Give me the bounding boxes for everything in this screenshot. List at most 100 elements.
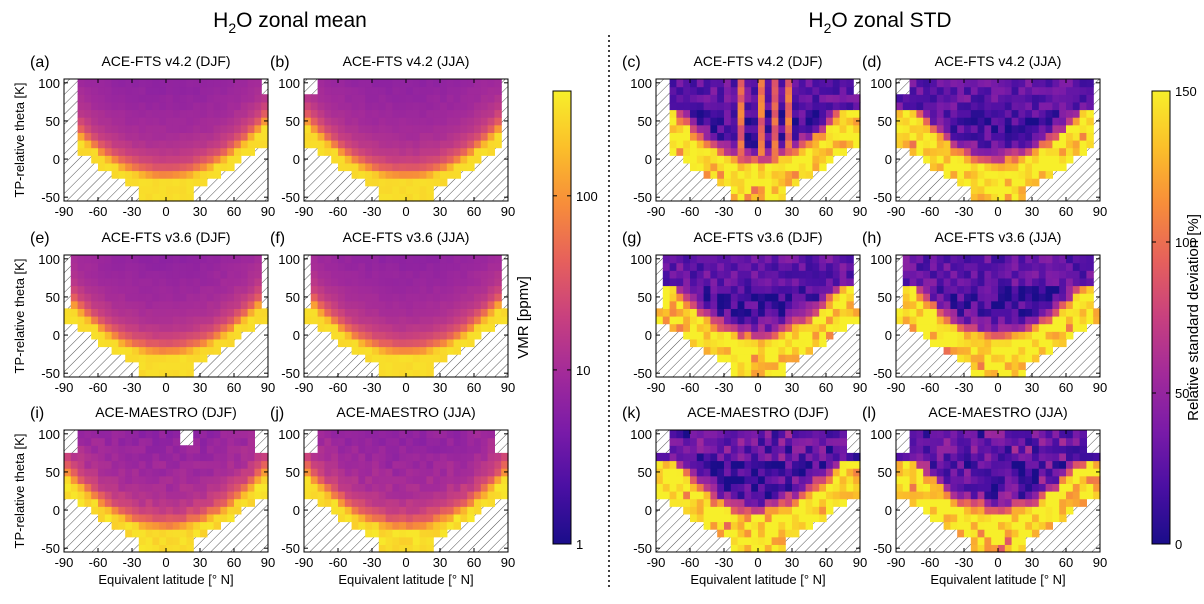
- heatmap-cell: [724, 277, 732, 287]
- heatmap-cell: [1072, 147, 1081, 156]
- heatmap-cell: [453, 445, 461, 454]
- heatmap-cell: [916, 124, 924, 133]
- heatmap-cell: [159, 178, 167, 187]
- heatmap-cell: [261, 101, 269, 111]
- heatmap-cell: [683, 124, 691, 133]
- heatmap-cell: [111, 483, 119, 492]
- heatmap-cell: [730, 109, 739, 118]
- heatmap-cell: [902, 452, 911, 462]
- heatmap-cell: [240, 293, 249, 302]
- heatmap-cell: [378, 255, 387, 264]
- heatmap-cell: [392, 86, 400, 95]
- heatmap-cell: [179, 178, 187, 187]
- heatmap-cell: [1018, 255, 1026, 264]
- heatmap-cell: [474, 437, 482, 446]
- heatmap-cell: [351, 262, 359, 271]
- heatmap-cell: [372, 178, 380, 187]
- heatmap-cell: [358, 521, 366, 530]
- heatmap-cell: [737, 300, 745, 309]
- heatmap-cell: [494, 86, 502, 95]
- heatmap-cell: [819, 262, 827, 271]
- heatmap-cell: [358, 331, 366, 340]
- heatmap-cell: [460, 79, 468, 88]
- heatmap-cell: [213, 430, 221, 439]
- heatmap-cell: [344, 498, 353, 507]
- heatmap-cell: [1066, 117, 1074, 126]
- heatmap-cell: [737, 293, 745, 302]
- heatmap-cell: [440, 521, 448, 530]
- y-tick-label: 100: [38, 427, 60, 442]
- heatmap-cell: [98, 155, 106, 164]
- heatmap-cell: [1052, 316, 1060, 325]
- heatmap-cell: [1018, 346, 1026, 355]
- heatmap-cell: [1004, 323, 1013, 332]
- heatmap-cell: [683, 94, 691, 103]
- heatmap-cell: [378, 300, 387, 309]
- heatmap-cell: [812, 506, 820, 515]
- heatmap-cell: [304, 124, 312, 133]
- heatmap-cell: [213, 132, 221, 141]
- heatmap-cell: [846, 124, 854, 133]
- heatmap-cell: [145, 255, 153, 264]
- heatmap-cell: [703, 316, 711, 325]
- heatmap-cell: [344, 124, 353, 133]
- heatmap-cell: [152, 361, 160, 370]
- heatmap-cell: [213, 262, 221, 271]
- heatmap-cell: [446, 132, 455, 141]
- heatmap-cell: [193, 460, 201, 469]
- heatmap-cell: [998, 468, 1006, 477]
- heatmap-cell: [378, 521, 387, 530]
- heatmap-cell: [737, 483, 745, 492]
- heatmap-cell: [1066, 430, 1074, 439]
- heatmap-cell: [385, 293, 393, 302]
- heatmap-cell: [145, 94, 153, 103]
- heatmap-cell: [1066, 262, 1074, 271]
- heatmap-cell: [724, 255, 732, 264]
- heatmap-cell: [991, 354, 999, 363]
- heatmap-cell: [846, 270, 854, 279]
- heatmap-cell: [118, 109, 126, 118]
- heatmap-cell: [977, 369, 985, 378]
- heatmap-cell: [717, 124, 725, 133]
- heatmap-cell: [737, 491, 745, 500]
- heatmap-cell: [406, 430, 414, 439]
- heatmap-cell: [446, 285, 455, 294]
- heatmap-cell: [957, 460, 965, 469]
- heatmap-cell: [138, 132, 147, 141]
- heatmap-cell: [1066, 437, 1074, 446]
- heatmap-cell: [902, 262, 911, 271]
- heatmap-cell: [1025, 354, 1033, 363]
- heatmap-cell: [474, 86, 482, 95]
- heatmap-cell: [446, 300, 455, 309]
- heatmap-cell: [77, 262, 85, 271]
- heatmap-cell: [744, 331, 752, 340]
- heatmap-cell: [247, 316, 255, 325]
- heatmap-cell: [467, 162, 475, 172]
- heatmap-cell: [399, 285, 407, 294]
- heatmap-cell: [950, 101, 958, 111]
- heatmap-cell: [984, 544, 992, 553]
- heatmap-cell: [446, 506, 455, 515]
- heatmap-cell: [77, 277, 85, 287]
- heatmap-cell: [717, 162, 725, 172]
- heatmap-cell: [467, 513, 475, 523]
- heatmap-cell: [433, 483, 441, 492]
- heatmap-cell: [152, 354, 160, 363]
- heatmap-cell: [91, 277, 99, 287]
- heatmap-cell: [132, 170, 140, 179]
- heatmap-cell: [186, 270, 194, 279]
- heatmap-cell: [406, 300, 414, 309]
- heatmap-cell: [1059, 124, 1067, 133]
- heatmap-cell: [676, 445, 684, 454]
- heatmap-cell: [957, 255, 965, 264]
- heatmap-cell: [751, 521, 759, 530]
- heatmap-cell: [310, 460, 319, 469]
- heatmap-cell: [200, 460, 208, 469]
- heatmap-cell: [839, 117, 847, 126]
- heatmap-cell: [683, 323, 691, 332]
- heatmap-cell: [125, 331, 133, 340]
- heatmap-cell: [433, 79, 441, 88]
- heatmap-cell: [764, 117, 773, 126]
- heatmap-cell: [764, 316, 773, 325]
- heatmap-cell: [984, 331, 992, 340]
